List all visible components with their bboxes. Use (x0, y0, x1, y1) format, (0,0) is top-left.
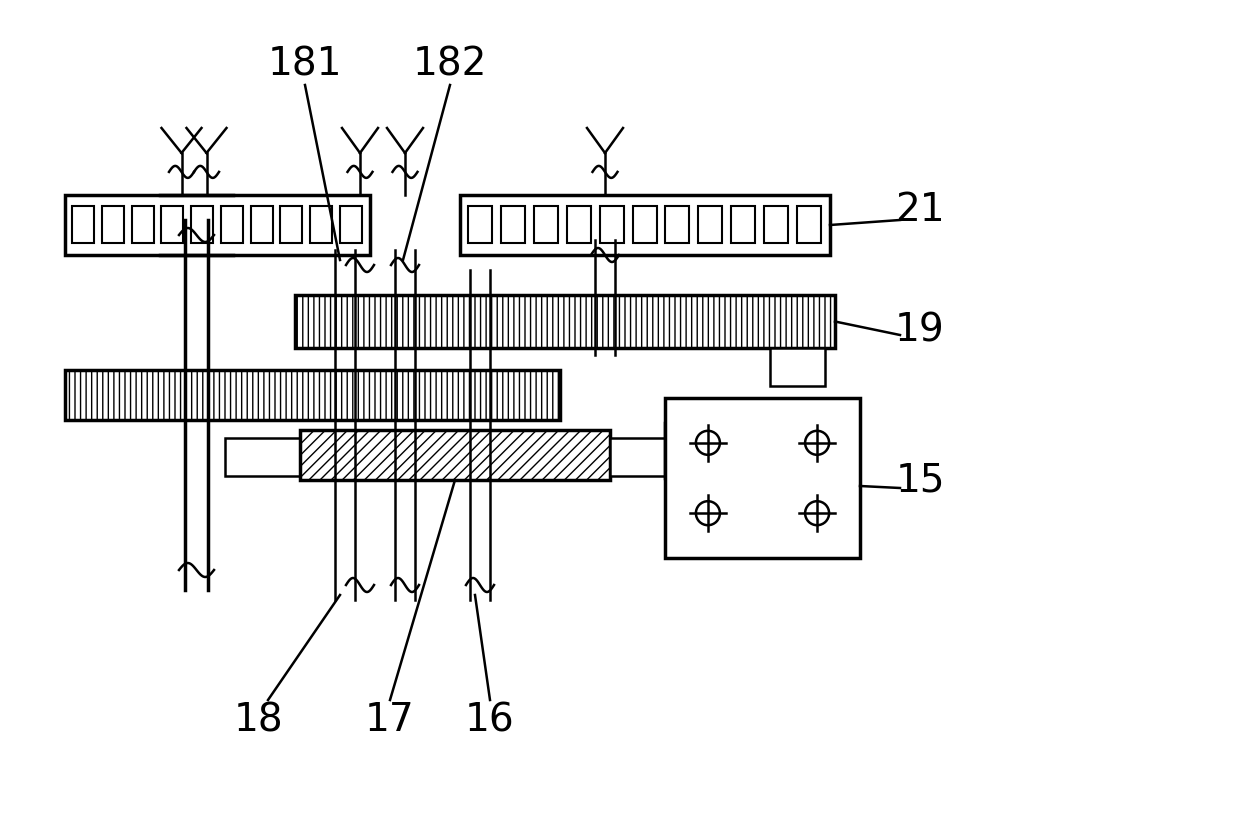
Bar (665, 398, 861, 558)
Bar (191, 206, 213, 243)
Bar (310, 206, 332, 243)
Text: 181: 181 (268, 46, 342, 84)
Text: 19: 19 (895, 311, 945, 349)
Bar (72, 206, 94, 243)
Bar (221, 206, 243, 243)
Bar (632, 206, 657, 243)
Bar (698, 206, 722, 243)
Bar (131, 206, 154, 243)
Bar (665, 206, 689, 243)
Bar (224, 438, 300, 476)
Bar (250, 206, 273, 243)
Text: 17: 17 (365, 701, 415, 739)
Text: 18: 18 (233, 701, 283, 739)
Bar (102, 206, 124, 243)
Bar (610, 438, 665, 476)
Bar (764, 206, 787, 243)
Bar (567, 206, 591, 243)
Text: 182: 182 (413, 46, 487, 84)
Bar (340, 206, 362, 243)
Bar (665, 423, 706, 478)
Bar (534, 206, 558, 243)
Text: 16: 16 (465, 701, 515, 739)
Bar (797, 206, 821, 243)
Bar (706, 440, 743, 475)
Bar (770, 348, 825, 386)
Bar (64, 195, 370, 255)
Bar (280, 206, 303, 243)
Text: 21: 21 (895, 191, 945, 229)
Bar (732, 206, 755, 243)
Bar (501, 206, 525, 243)
Bar (300, 430, 610, 480)
Text: 15: 15 (895, 461, 945, 499)
Bar (467, 206, 492, 243)
Bar (460, 195, 830, 255)
Bar (64, 370, 560, 420)
Bar (161, 206, 184, 243)
Bar (295, 295, 835, 348)
Bar (600, 206, 624, 243)
